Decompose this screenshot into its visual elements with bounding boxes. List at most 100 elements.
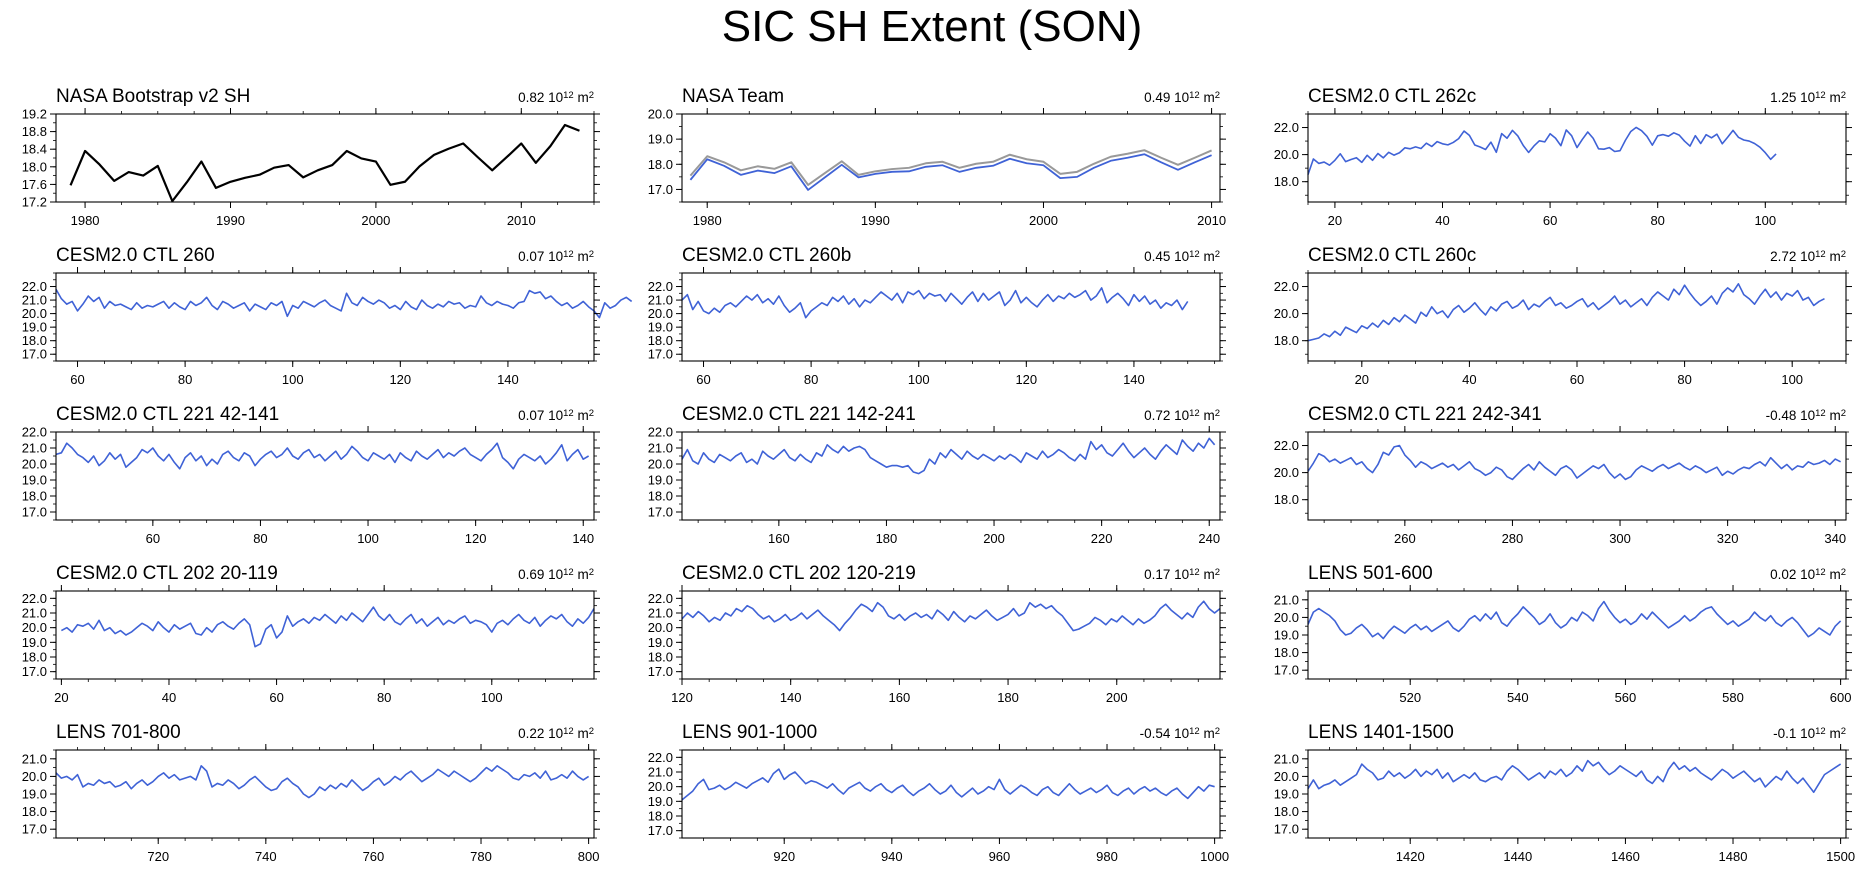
x-tick-label: 140 — [780, 690, 802, 705]
plot-frame — [681, 272, 1221, 362]
x-tick-label: 2010 — [507, 213, 536, 228]
plot-frame — [1307, 272, 1847, 362]
x-tick-label: 180 — [876, 531, 898, 546]
y-tick-label: 19.0 — [22, 635, 47, 650]
x-tick-label: 200 — [983, 531, 1005, 546]
y-tick-label: 17.0 — [648, 347, 673, 362]
trend-label: 1.25 1012 m2 — [1770, 90, 1846, 106]
trend-label: 2.72 1012 m2 — [1770, 249, 1846, 265]
x-tick-label: 1480 — [1719, 849, 1748, 864]
panel-13: 720 740 760 780 800 17.0 18.0 19.0 20.0 21.0 LENS … — [22, 722, 600, 864]
series-line-1 — [55, 288, 633, 319]
x-tick-label: 280 — [1502, 531, 1524, 546]
series-line-1 — [681, 437, 1216, 475]
plot-frame — [1307, 431, 1847, 521]
y-tick-label: 17.0 — [22, 664, 47, 679]
y-tick-label: 22.0 — [648, 425, 673, 440]
y-tick-label: 21.0 — [22, 293, 47, 308]
series-line-1 — [55, 442, 590, 470]
plot-frame — [1307, 113, 1847, 203]
plot-frame — [681, 113, 1221, 203]
x-tick-label: 100 — [481, 690, 503, 705]
x-tick-label: 40 — [162, 690, 176, 705]
y-tick-label: 18.0 — [648, 809, 673, 824]
y-tick-label: 17.0 — [22, 822, 47, 837]
y-tick-label: 19.0 — [22, 787, 47, 802]
y-tick-label: 18.4 — [22, 142, 47, 157]
series-line-1 — [1307, 759, 1842, 794]
series-line-1 — [681, 287, 1189, 319]
x-tick-label: 140 — [497, 372, 519, 387]
x-tick-label: 120 — [1015, 372, 1037, 387]
y-tick-label: 20.0 — [1274, 769, 1299, 784]
y-tick-label: 21.0 — [1274, 592, 1299, 607]
y-tick-label: 22.0 — [648, 591, 673, 606]
y-tick-label: 19.0 — [1274, 628, 1299, 643]
x-tick-label: 1440 — [1503, 849, 1532, 864]
y-tick-label: 20.0 — [22, 457, 47, 472]
plot-frame — [1307, 590, 1847, 680]
series-line-1 — [681, 768, 1215, 801]
x-tick-label: 2000 — [361, 213, 390, 228]
panel-title: LENS 701-800 — [56, 722, 181, 743]
x-tick-label: 1460 — [1611, 849, 1640, 864]
panel-2: 1980 1990 2000 2010 17.0 18.0 19.0 20.0 NASA Tea… — [648, 86, 1226, 228]
y-tick-label: 22.0 — [1274, 120, 1299, 135]
panel-title: CESM2.0 CTL 262c — [1308, 86, 1476, 107]
y-tick-label: 20.0 — [648, 306, 673, 321]
panel-title: LENS 901-1000 — [682, 722, 817, 743]
x-tick-label: 120 — [465, 531, 487, 546]
y-tick-label: 18.0 — [648, 489, 673, 504]
x-tick-label: 1980 — [71, 213, 100, 228]
panel-title: CESM2.0 CTL 221 42-141 — [56, 404, 279, 425]
trend-label: -0.1 1012 m2 — [1773, 726, 1846, 742]
plot-frame — [55, 431, 595, 521]
x-tick-label: 960 — [989, 849, 1011, 864]
y-tick-label: 22.0 — [22, 591, 47, 606]
y-tick-label: 17.0 — [22, 505, 47, 520]
y-tick-label: 18.0 — [648, 650, 673, 665]
panel-1: 1980 1990 2000 2010 17.2 17.6 18.0 18.4 18.8 19.2… — [22, 86, 600, 228]
panel-6: 20 40 60 80 100 18.0 20.0 22.0 CESM2.0 CTL 260c 2… — [1274, 245, 1852, 387]
y-tick-label: 21.0 — [22, 441, 47, 456]
y-tick-label: 20.0 — [22, 620, 47, 635]
x-tick-label: 20 — [1355, 372, 1369, 387]
panel-title: CESM2.0 CTL 202 20-119 — [56, 563, 278, 584]
y-tick-label: 20.0 — [22, 769, 47, 784]
y-tick-label: 19.0 — [648, 794, 673, 809]
x-tick-label: 260 — [1394, 531, 1416, 546]
series-line-1 — [1307, 600, 1842, 640]
panel-8: 160 180 200 220 240 17.018.019.020.021.022.0 C… — [648, 404, 1226, 546]
x-tick-label: 980 — [1096, 849, 1118, 864]
panel-title: LENS 1401-1500 — [1308, 722, 1454, 743]
trend-label: 0.49 1012 m2 — [1144, 90, 1220, 106]
x-tick-label: 1420 — [1396, 849, 1425, 864]
panel-title: NASA Bootstrap v2 SH — [56, 86, 250, 107]
trend-label: 0.07 1012 m2 — [518, 408, 594, 424]
y-tick-label: 20.0 — [648, 779, 673, 794]
x-tick-label: 20 — [54, 690, 68, 705]
panel-title: CESM2.0 CTL 202 120-219 — [682, 563, 916, 584]
y-tick-label: 18.0 — [648, 333, 673, 348]
trend-label: 0.82 1012 m2 — [518, 90, 594, 106]
x-tick-label: 80 — [253, 531, 267, 546]
panel-12: 520 540 560 580 600 17.0 18.0 19.0 20.0 21.0 LENS … — [1274, 563, 1852, 705]
trend-label: 0.02 1012 m2 — [1770, 567, 1846, 583]
plot-frame — [55, 749, 595, 839]
y-tick-label: 18.0 — [1274, 804, 1299, 819]
x-tick-label: 2010 — [1197, 213, 1226, 228]
panel-title: CESM2.0 CTL 221 242-341 — [1308, 404, 1542, 425]
y-tick-label: 18.0 — [648, 157, 673, 172]
y-tick-label: 18.8 — [22, 124, 47, 139]
series-line-1 — [55, 765, 590, 799]
trend-label: -0.54 1012 m2 — [1140, 726, 1220, 742]
x-tick-label: 800 — [578, 849, 600, 864]
y-tick-label: 21.0 — [22, 606, 47, 621]
series-line-1 — [1307, 126, 1777, 175]
y-tick-label: 18.0 — [22, 333, 47, 348]
y-tick-label: 18.0 — [1274, 492, 1299, 507]
x-tick-label: 720 — [147, 849, 169, 864]
y-tick-label: 17.0 — [1274, 663, 1299, 678]
plot-frame — [55, 272, 595, 362]
trend-label: 0.45 1012 m2 — [1144, 249, 1220, 265]
